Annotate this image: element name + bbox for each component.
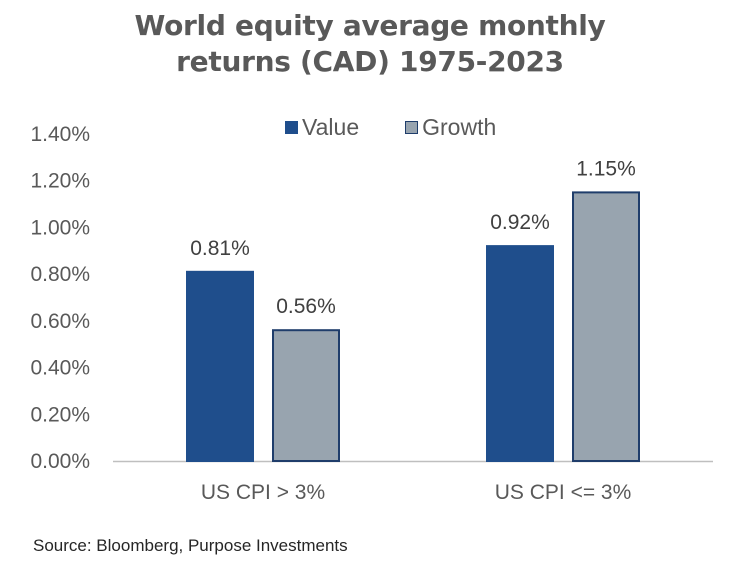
legend-swatch-growth [405,120,419,134]
y-tick-label: 0.20% [30,403,90,426]
chart-title-line-2: returns (CAD) 1975-2023 [176,45,564,78]
data-label: 0.56% [276,295,336,318]
legend-item-growth: Growth [405,114,496,141]
data-label: 0.92% [490,211,550,234]
legend-label-growth: Growth [422,113,497,140]
y-tick-label: 0.00% [30,450,90,473]
y-tick-label: 0.80% [30,263,90,286]
x-tick-label: US CPI <= 3% [495,481,632,504]
y-tick-label: 0.40% [30,357,90,380]
y-tick-label: 1.40% [30,123,90,146]
chart-title-line-1: World equity average monthly [134,9,606,42]
data-label: 1.15% [576,157,636,180]
y-tick-label: 0.60% [30,310,90,333]
data-label: 0.81% [190,237,250,260]
legend-swatch-value [285,120,298,134]
bar-value [186,270,254,462]
y-tick-label: 1.20% [30,170,90,193]
legend-item-value: Value [285,114,359,141]
source-note: Source: Bloomberg, Purpose Investments [33,536,348,555]
chart-title: World equity average monthly returns (CA… [0,8,732,80]
bar-growth [572,191,640,462]
legend-label-value: Value [302,113,360,140]
x-tick-label: US CPI > 3% [201,481,325,504]
bar-value [486,245,554,462]
chart-legend: Value Growth [285,114,496,140]
y-tick-label: 1.00% [30,216,90,239]
bar-growth [272,329,340,463]
